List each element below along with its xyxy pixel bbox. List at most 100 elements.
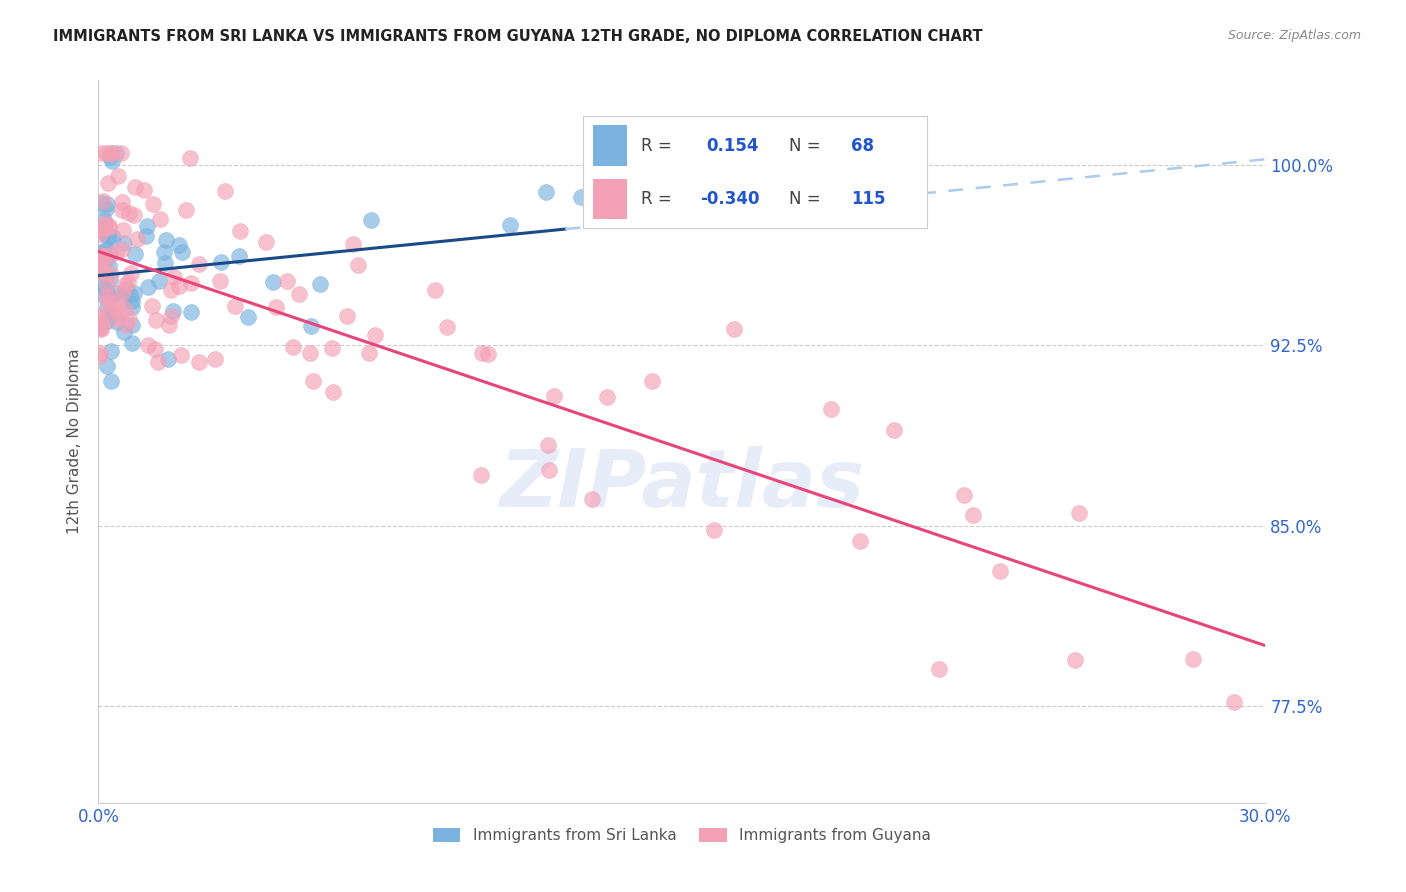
- Point: [174, 202, 197, 217]
- Point: [121, 318, 143, 333]
- Point: [1182, 651, 1205, 665]
- Point: [112, 325, 135, 339]
- Point: [90, 322, 112, 336]
- Point: [988, 564, 1011, 578]
- Point: [423, 283, 446, 297]
- Point: [153, 256, 176, 270]
- Point: [136, 279, 159, 293]
- Point: [93, 247, 115, 261]
- Point: [91, 194, 114, 209]
- Point: [98, 271, 121, 285]
- Point: [157, 318, 180, 332]
- Point: [90, 251, 112, 265]
- Point: [322, 385, 344, 400]
- Point: [299, 318, 322, 333]
- Point: [89, 310, 111, 324]
- Point: [98, 245, 121, 260]
- Point: [105, 315, 128, 329]
- Point: [98, 299, 121, 313]
- Point: [471, 346, 494, 360]
- Point: [1222, 695, 1244, 709]
- Point: [236, 310, 259, 325]
- Point: [534, 186, 557, 200]
- Point: [112, 235, 135, 250]
- Point: [641, 374, 664, 388]
- Point: [118, 288, 141, 302]
- Point: [96, 202, 118, 217]
- Point: [581, 491, 603, 506]
- Point: [100, 145, 122, 160]
- Point: [276, 274, 298, 288]
- Point: [104, 286, 127, 301]
- Point: [308, 277, 330, 291]
- Point: [264, 300, 287, 314]
- Point: [101, 230, 124, 244]
- Point: [436, 319, 458, 334]
- Point: [883, 423, 905, 437]
- Point: [90, 248, 112, 262]
- Point: [160, 283, 183, 297]
- Point: [100, 343, 122, 358]
- Point: [336, 310, 359, 324]
- Point: [89, 227, 111, 242]
- Point: [97, 249, 120, 263]
- Point: [115, 281, 138, 295]
- Point: [96, 278, 118, 293]
- Point: [96, 359, 118, 374]
- Point: [94, 289, 117, 303]
- Point: [94, 216, 117, 230]
- Point: [1067, 506, 1090, 520]
- Point: [262, 275, 284, 289]
- Point: [100, 145, 122, 160]
- Point: [342, 236, 364, 251]
- Point: [157, 351, 180, 366]
- Point: [125, 232, 148, 246]
- Point: [91, 288, 114, 302]
- Point: [87, 222, 110, 236]
- Point: [98, 220, 121, 235]
- Point: [117, 275, 139, 289]
- Point: [111, 203, 134, 218]
- Point: [114, 277, 136, 292]
- Point: [543, 389, 565, 403]
- Point: [122, 208, 145, 222]
- Point: [89, 346, 111, 360]
- Point: [148, 274, 170, 288]
- Point: [96, 285, 118, 299]
- Point: [214, 184, 236, 198]
- Point: [93, 249, 115, 263]
- Point: [93, 264, 115, 278]
- Point: [111, 285, 134, 299]
- Point: [90, 260, 112, 274]
- Point: [228, 249, 250, 263]
- Point: [89, 245, 111, 260]
- Point: [89, 310, 111, 325]
- Point: [499, 218, 522, 232]
- Point: [94, 252, 117, 266]
- Point: [100, 154, 122, 169]
- Point: [87, 319, 110, 334]
- Point: [111, 242, 134, 256]
- Point: [153, 245, 176, 260]
- Point: [360, 213, 382, 227]
- Point: [146, 354, 169, 368]
- Point: [91, 265, 114, 279]
- Y-axis label: 12th Grade, No Diploma: 12th Grade, No Diploma: [66, 349, 82, 534]
- Point: [90, 264, 112, 278]
- Point: [346, 258, 368, 272]
- Point: [97, 177, 120, 191]
- Point: [136, 337, 159, 351]
- Point: [90, 195, 112, 210]
- Point: [121, 336, 143, 351]
- Point: [723, 322, 745, 336]
- Point: [229, 224, 252, 238]
- Point: [121, 301, 143, 315]
- Point: [470, 467, 492, 482]
- Point: [93, 212, 115, 227]
- Point: [254, 235, 277, 249]
- Point: [124, 180, 146, 194]
- Point: [107, 169, 129, 183]
- Point: [97, 259, 120, 273]
- Point: [98, 219, 121, 233]
- Point: [149, 211, 172, 226]
